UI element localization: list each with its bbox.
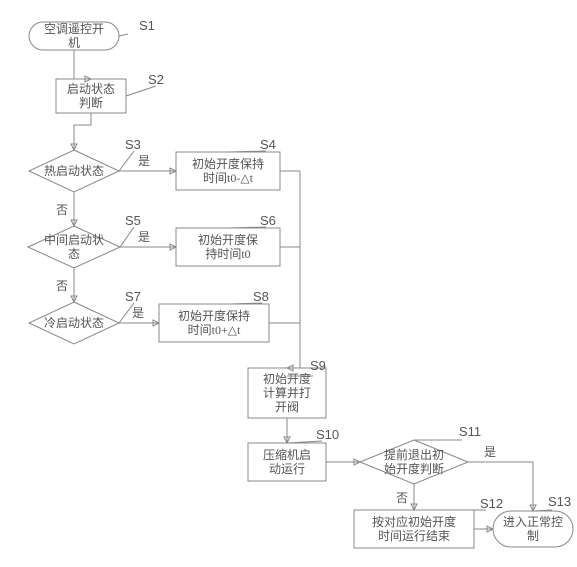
node-text-S11-0: 提前退出初 <box>384 447 444 462</box>
label-S6: S6 <box>260 213 276 228</box>
node-text-S4-0: 初始开度保持 <box>192 156 264 171</box>
edge-label-S5-S7: 否 <box>56 279 68 293</box>
label-S7: S7 <box>125 289 141 304</box>
label-S5: S5 <box>125 213 141 228</box>
label-S1: S1 <box>139 18 155 33</box>
node-text-S5-0: 中间启动状 <box>44 232 104 247</box>
edge-label-S11-S12: 否 <box>396 491 408 505</box>
node-text-S10-1: 动运行 <box>269 462 305 476</box>
node-text-S6-1: 持时间t0 <box>205 246 250 261</box>
flowchart-canvas: 是否是否是否是空调遥控开机启动状态判断热启动状态初始开度保持时间t0-△t中间启… <box>0 0 577 567</box>
node-text-S8-1: 时间t0+△t <box>188 323 241 337</box>
node-text-S1-1: 机 <box>68 36 80 50</box>
label-S9: S9 <box>310 358 326 373</box>
edge-label-S3-S5: 否 <box>56 203 68 217</box>
node-text-S6-0: 初始开度保 <box>198 232 258 247</box>
label-S3: S3 <box>125 137 141 152</box>
node-text-S5-1: 态 <box>68 247 80 261</box>
label-S2: S2 <box>148 72 164 87</box>
node-text-S8-0: 初始开度保持 <box>178 308 250 323</box>
node-text-S4-1: 时间t0-△t <box>203 171 254 185</box>
label-S4: S4 <box>260 137 276 152</box>
node-text-S11-1: 始开度判断 <box>384 461 444 476</box>
node-text-S1-0: 空调遥控开 <box>44 22 104 36</box>
edge-label-S5-S6: 是 <box>138 230 150 244</box>
label-S8: S8 <box>253 289 269 304</box>
node-text-S2-0: 启动状态 <box>67 82 115 96</box>
node-text-S9-0: 初始开度 <box>263 371 311 386</box>
label-leader-S1 <box>119 34 128 36</box>
label-leader-S3 <box>119 151 134 171</box>
node-text-S9-1: 计算并打 <box>263 385 311 400</box>
node-text-S2-1: 判断 <box>79 95 103 110</box>
label-leader-S5 <box>120 227 134 247</box>
label-leader-S2 <box>126 86 156 96</box>
node-text-S12-0: 按对应初始开度 <box>372 514 456 529</box>
edge-label-S7-S8: 是 <box>132 306 144 320</box>
node-text-S13-1: 制 <box>527 529 539 543</box>
label-S10: S10 <box>316 427 339 442</box>
edge-label-S11-S13: 是 <box>484 445 496 459</box>
edge-S1-S2 <box>74 50 91 79</box>
edge-bus-S9 <box>287 171 300 368</box>
label-S12: S12 <box>480 496 503 511</box>
node-text-S7-0: 冷启动状态 <box>44 316 104 330</box>
label-S13: S13 <box>548 494 571 509</box>
node-text-S10-0: 压缩机启 <box>263 447 311 462</box>
node-text-S9-2: 开阀 <box>275 400 299 414</box>
node-text-S3-0: 热启动状态 <box>44 164 104 178</box>
node-text-S12-1: 时间运行结束 <box>378 529 450 543</box>
edge-label-S3-S4: 是 <box>138 154 150 168</box>
label-S11: S11 <box>459 424 481 439</box>
node-text-S13-0: 进入正常控 <box>503 515 563 529</box>
